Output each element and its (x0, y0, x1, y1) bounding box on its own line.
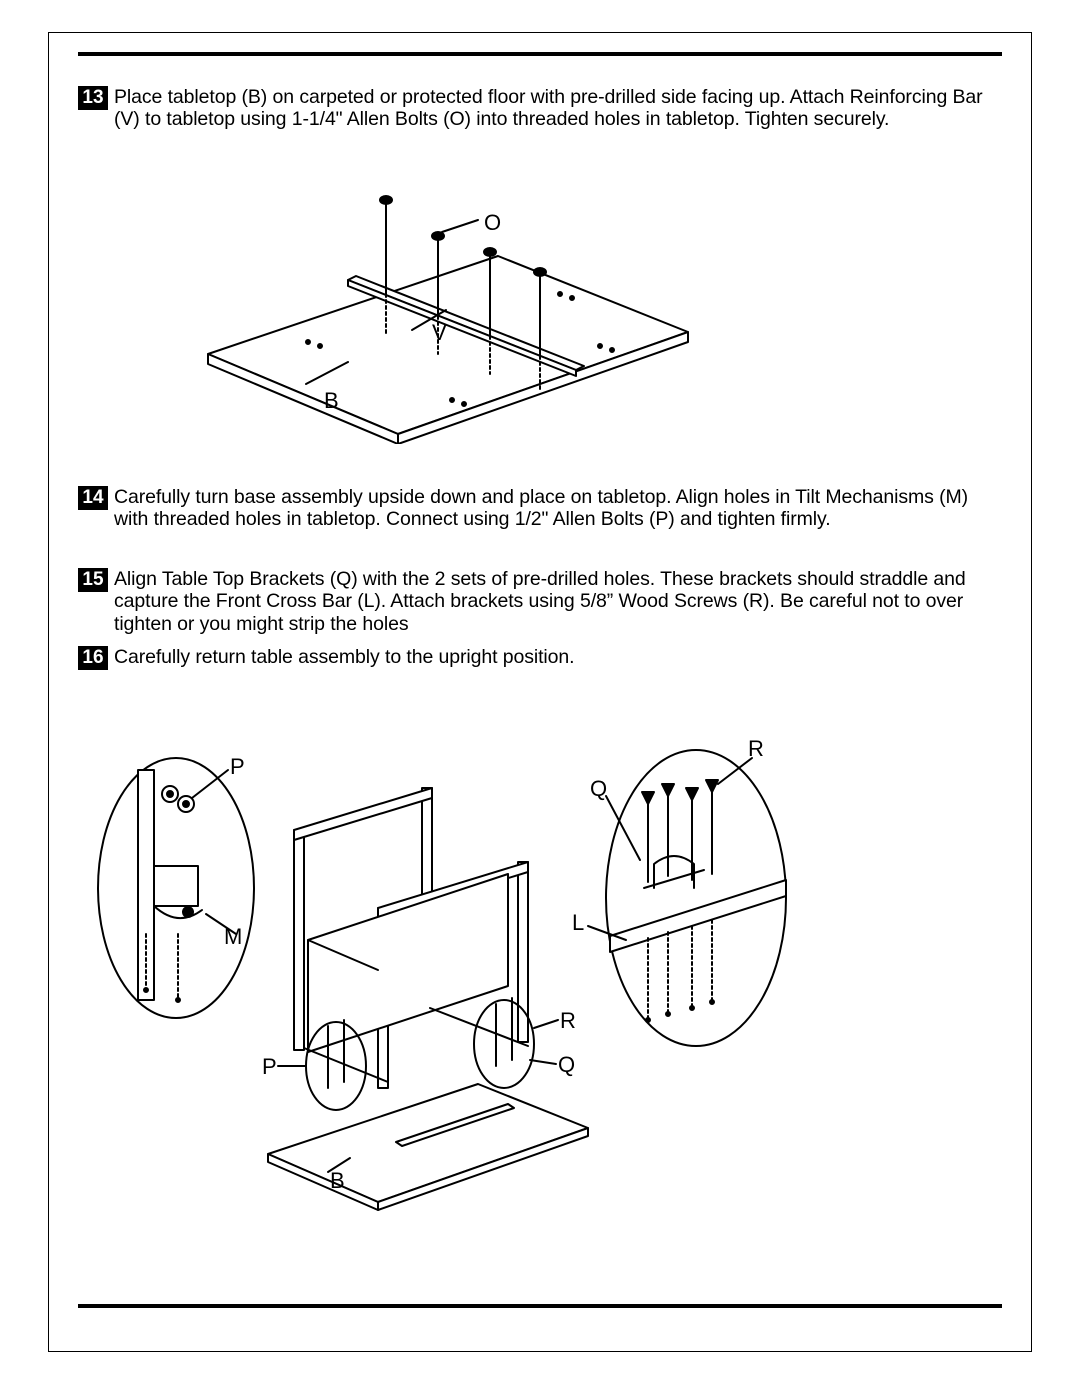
diagram-assembly (78, 688, 898, 1248)
step-number-box: 14 (78, 486, 108, 510)
content-area: 13 Place tabletop (B) on carpeted or pro… (78, 52, 1002, 1332)
label-L: L (572, 910, 584, 936)
label-B: B (324, 388, 339, 414)
step-16: 16 Carefully return table assembly to th… (78, 646, 1002, 670)
figure-step-13: O V B (188, 144, 708, 444)
figure-steps-14-16: P M P R Q B Q R L (78, 688, 898, 1248)
label-B-main: B (330, 1168, 345, 1194)
top-rule (78, 52, 1002, 56)
step-text: Align Table Top Brackets (Q) with the 2 … (114, 568, 1002, 635)
bottom-rule (78, 1304, 1002, 1308)
label-V: V (432, 320, 447, 346)
step-text: Carefully turn base assembly upside down… (114, 486, 1002, 531)
label-R-detail: R (748, 736, 764, 762)
step-14: 14 Carefully turn base assembly upside d… (78, 486, 1002, 531)
label-Q-detail: Q (590, 776, 607, 802)
step-13: 13 Place tabletop (B) on carpeted or pro… (78, 86, 1002, 131)
label-O: O (484, 210, 501, 236)
step-15: 15 Align Table Top Brackets (Q) with the… (78, 568, 1002, 635)
step-text: Place tabletop (B) on carpeted or protec… (114, 86, 1002, 131)
page: 13 Place tabletop (B) on carpeted or pro… (0, 0, 1080, 1397)
label-P-detail: P (230, 754, 245, 780)
step-text: Carefully return table assembly to the u… (114, 646, 574, 668)
label-Q-main: Q (558, 1052, 575, 1078)
label-P-main: P (262, 1054, 277, 1080)
label-R-main: R (560, 1008, 576, 1034)
diagram-tabletop-bar (188, 144, 708, 444)
step-number-box: 16 (78, 646, 108, 670)
step-number-box: 15 (78, 568, 108, 592)
step-number-box: 13 (78, 86, 108, 110)
label-M: M (224, 924, 242, 950)
